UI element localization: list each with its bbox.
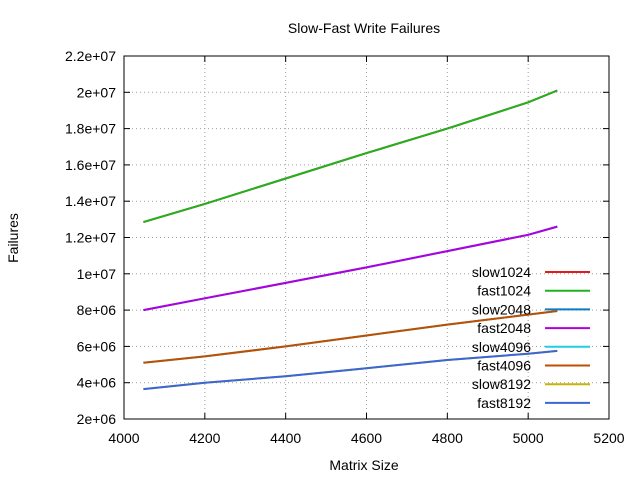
y-tick-label: 2.2e+07	[65, 48, 116, 64]
x-tick-label: 5200	[593, 430, 624, 446]
legend-label-slow2048: slow2048	[472, 301, 531, 317]
y-tick-label: 1.2e+07	[65, 230, 116, 246]
y-tick-labels: 2e+06 4e+06 6e+06 8e+06 1e+07 1.2e+07 1.4e+07 1…	[65, 48, 116, 427]
y-tick-label: 4e+06	[77, 375, 117, 391]
series-line-fast1024	[143, 89, 558, 224]
x-tick-label: 4000	[108, 430, 139, 446]
legend-label-slow4096: slow4096	[472, 339, 531, 355]
x-tick-label: 4600	[351, 430, 382, 446]
legend: slow1024 fast1024 slow2048 fast2048 slow4096…	[472, 264, 590, 411]
x-tick-label: 4200	[189, 430, 220, 446]
x-tick-label: 4400	[270, 430, 301, 446]
y-tick-label: 1.8e+07	[65, 121, 116, 137]
series-line-fast2048	[143, 225, 558, 312]
grid	[124, 56, 609, 419]
y-axis-label: Failures	[5, 213, 21, 263]
y-tick-label: 1.4e+07	[65, 193, 116, 209]
y-tick-label: 6e+06	[77, 338, 117, 354]
y-tick-label: 1e+07	[77, 266, 117, 282]
legend-label-slow1024: slow1024	[472, 264, 531, 280]
legend-label-fast1024: fast1024	[477, 283, 531, 299]
series-line-fast4096	[143, 310, 558, 364]
series-line-slow1024	[143, 89, 558, 224]
y-tick-label: 1.6e+07	[65, 157, 116, 173]
y-tick-label: 8e+06	[77, 302, 117, 318]
chart-title: Slow-Fast Write Failures	[288, 20, 440, 36]
y-tick-label: 2e+07	[77, 84, 117, 100]
x-tick-label: 5000	[513, 430, 544, 446]
legend-label-fast2048: fast2048	[477, 320, 531, 336]
axis-ticks	[123, 55, 610, 420]
series-lines	[143, 89, 558, 391]
series-line-fast8192	[143, 349, 558, 391]
legend-label-fast8192: fast8192	[477, 395, 531, 411]
y-tick-label: 2e+06	[77, 411, 117, 427]
x-axis-label: Matrix Size	[329, 457, 398, 473]
legend-label-slow8192: slow8192	[472, 376, 531, 392]
x-tick-labels: 4000 4200 4400 4600 4800 5000 5200	[108, 430, 624, 446]
legend-label-fast4096: fast4096	[477, 358, 531, 374]
x-tick-label: 4800	[432, 430, 463, 446]
